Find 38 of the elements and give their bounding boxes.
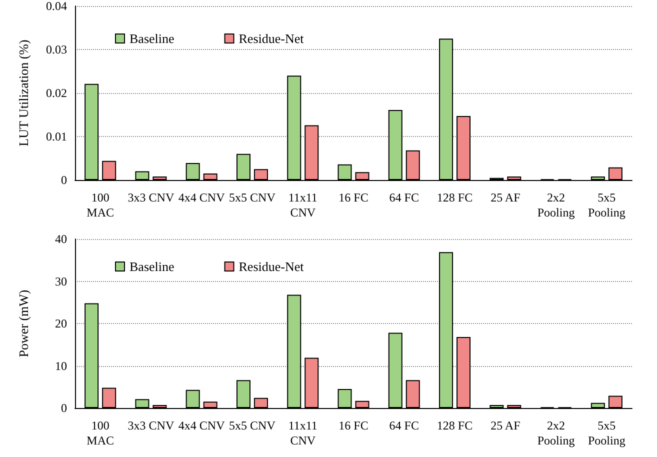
y-tick-label: 0.02 (46, 86, 67, 100)
y-tick-label: 0.01 (46, 130, 67, 144)
x-tick-label: 4x4 CNV (178, 418, 226, 432)
x-tick-label: 5x5 Pooling (588, 190, 626, 220)
x-tick-label: 25 AF (490, 418, 521, 432)
x-tick-label: 64 FC (389, 418, 419, 432)
x-tick-label: 128 FC (436, 190, 473, 204)
y-axis-title: Power (mW) (16, 290, 31, 358)
x-tick-label: 100 MAC (86, 418, 114, 448)
x-tick-label: 11x11 CNV (288, 190, 318, 220)
y-tick-label: 40 (55, 232, 67, 246)
legend-label: Residue-Net (238, 31, 304, 46)
x-tick-label: 5x5 CNV (229, 190, 276, 204)
y-tick-label: 0 (61, 173, 67, 187)
x-tick-label: 25 AF (490, 190, 521, 204)
legend-label: Residue-Net (238, 259, 304, 274)
x-tick-label: 100 MAC (86, 190, 114, 220)
x-tick-label: 11x11 CNV (288, 418, 318, 448)
y-tick-label: 30 (55, 274, 67, 288)
y-tick-label: 20 (55, 316, 67, 330)
legend-label: Baseline (130, 259, 174, 274)
x-tick-label: 128 FC (436, 418, 473, 432)
y-axis-title: LUT Utilization (%) (16, 40, 31, 146)
x-tick-label: 2x2 Pooling (537, 190, 575, 220)
x-tick-label: 5x5 CNV (229, 418, 276, 432)
y-tick-label: 0 (61, 401, 67, 415)
x-tick-label: 64 FC (389, 190, 419, 204)
legend-label: Baseline (130, 31, 174, 46)
x-tick-label: 5x5 Pooling (588, 418, 626, 448)
x-tick-label: 2x2 Pooling (537, 418, 575, 448)
y-tick-label: 10 (55, 358, 67, 373)
x-tick-label: 16 FC (338, 418, 368, 432)
y-tick-label: 0.04 (46, 0, 67, 13)
x-tick-label: 16 FC (338, 190, 368, 204)
x-tick-label: 3x3 CNV (128, 190, 174, 204)
y-tick-label: 0.03 (46, 42, 67, 56)
x-tick-label: 4x4 CNV (178, 190, 226, 204)
x-tick-label: 3x3 CNV (128, 418, 174, 432)
